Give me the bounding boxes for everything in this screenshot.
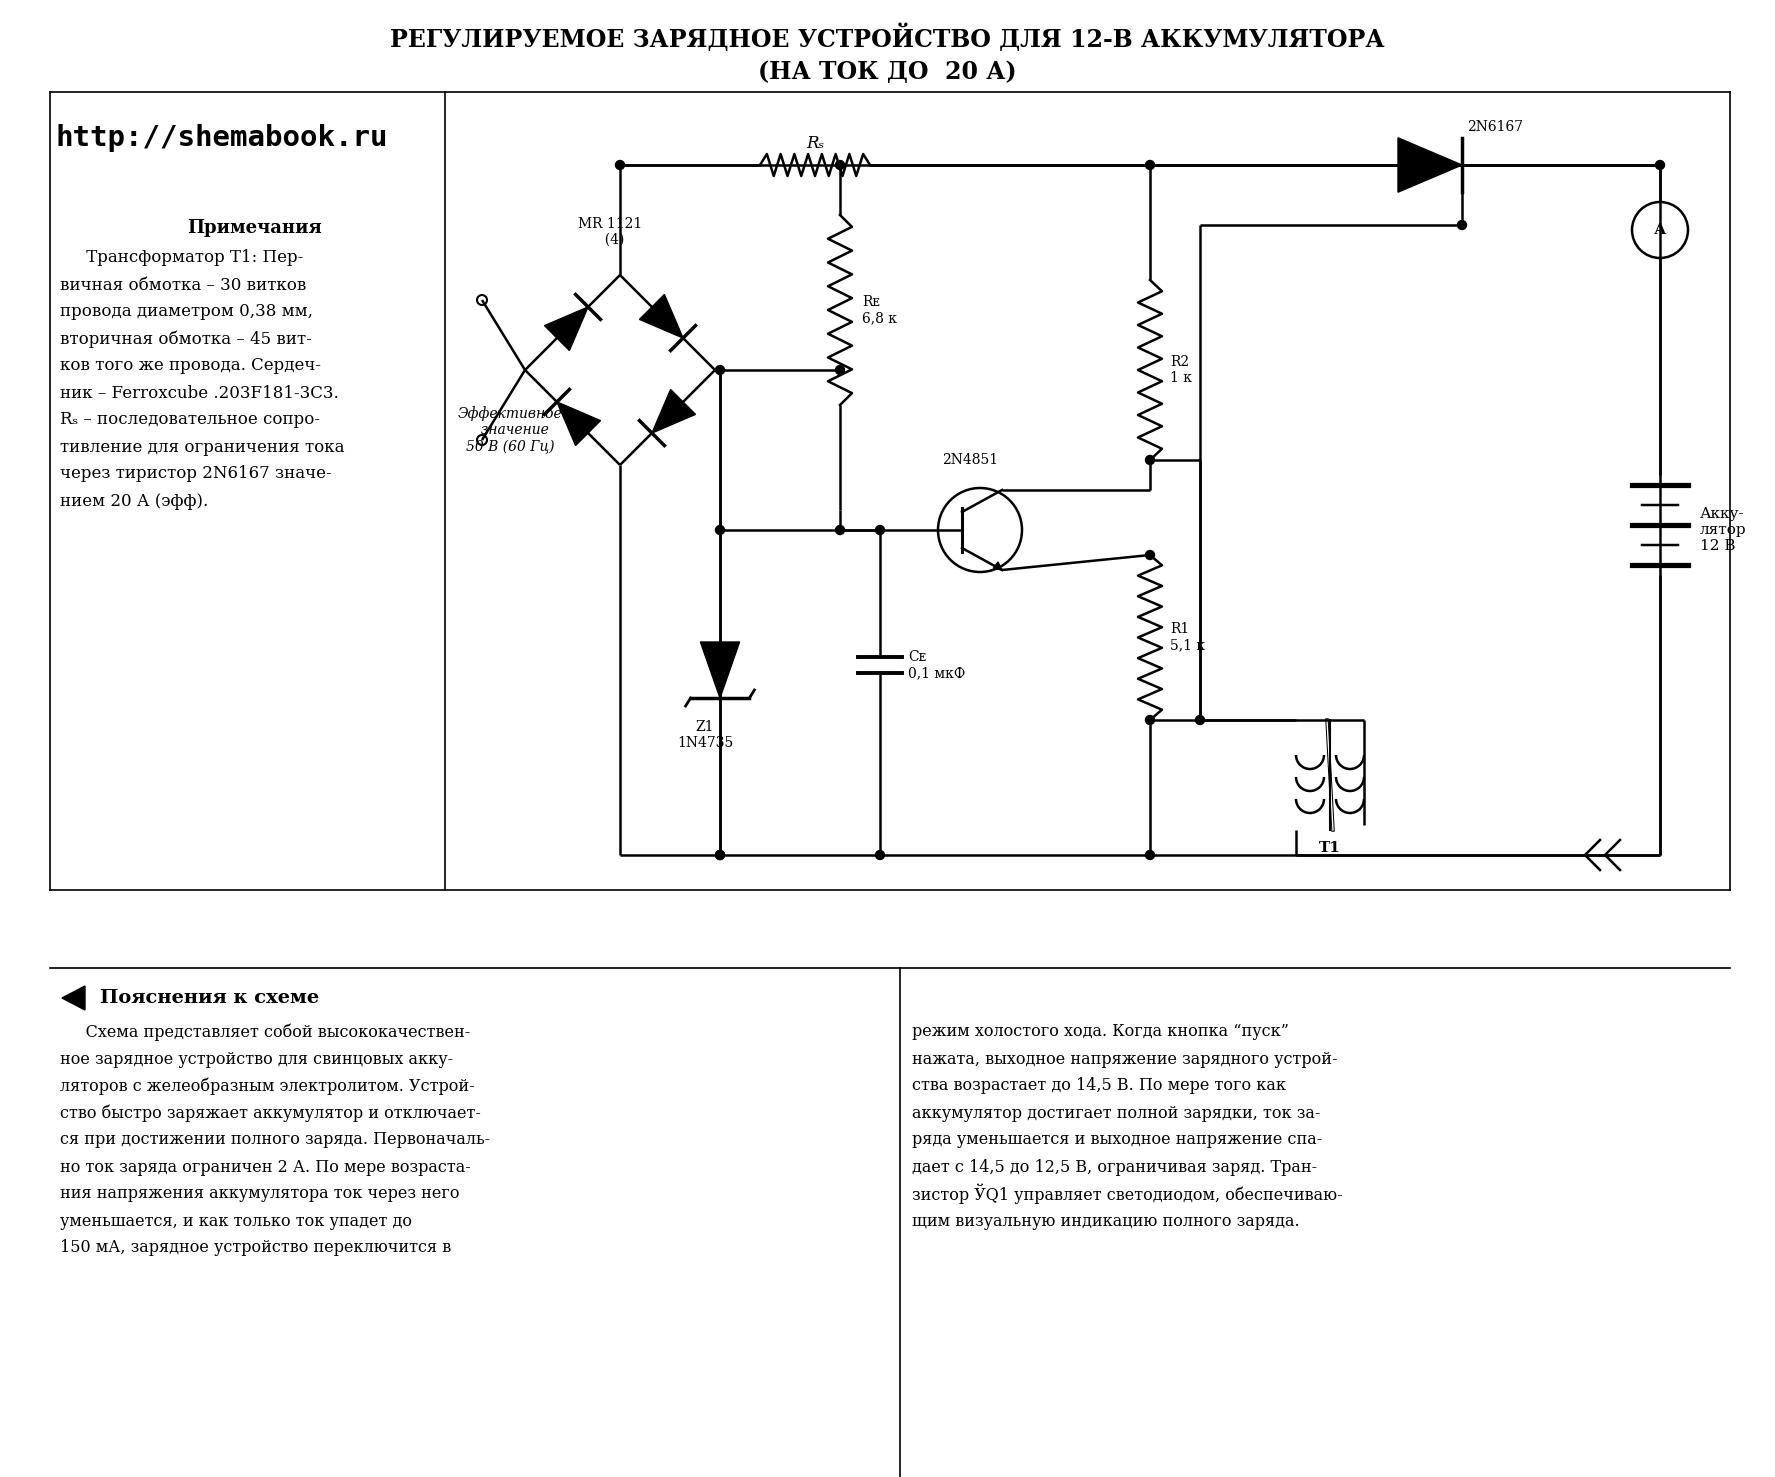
Text: Трансформатор Т1: Пер-: Трансформатор Т1: Пер- — [60, 250, 304, 266]
Text: ства возрастает до 14,5 В. По мере того как: ства возрастает до 14,5 В. По мере того … — [912, 1078, 1287, 1094]
Text: через тиристор 2N6167 значе-: через тиристор 2N6167 значе- — [60, 465, 332, 483]
Circle shape — [836, 526, 845, 535]
Text: вторичная обмотка – 45 вит-: вторичная обмотка – 45 вит- — [60, 331, 312, 347]
Polygon shape — [62, 987, 85, 1010]
Circle shape — [1145, 715, 1154, 725]
Text: зистор ЎQ1 управляет светодиодом, обеспечиваю-: зистор ЎQ1 управляет светодиодом, обеспе… — [912, 1183, 1342, 1204]
Text: но ток заряда ограничен 2 А. По мере возраста-: но ток заряда ограничен 2 А. По мере воз… — [60, 1158, 470, 1176]
Circle shape — [836, 365, 845, 375]
Text: Примечания: Примечания — [188, 219, 323, 236]
Text: уменьшается, и как только ток упадет до: уменьшается, и как только ток упадет до — [60, 1213, 412, 1229]
Text: Акку-
лятор
12 В: Акку- лятор 12 В — [1700, 507, 1747, 554]
Text: T1: T1 — [1319, 840, 1340, 855]
Text: ков того же провода. Сердеч-: ков того же провода. Сердеч- — [60, 357, 321, 375]
Text: Пояснения к схеме: Пояснения к схеме — [99, 990, 320, 1007]
Text: Rᴇ
6,8 к: Rᴇ 6,8 к — [863, 295, 896, 325]
Text: 2N6167: 2N6167 — [1466, 120, 1523, 134]
Text: РЕГУЛИРУЕМОЕ ЗАРЯДНОЕ УСТРОЙСТВО ДЛЯ 12-В АККУМУЛЯТОРА: РЕГУЛИРУЕМОЕ ЗАРЯДНОЕ УСТРОЙСТВО ДЛЯ 12-… — [390, 24, 1384, 52]
Text: ряда уменьшается и выходное напряжение спа-: ряда уменьшается и выходное напряжение с… — [912, 1131, 1322, 1149]
Text: ния напряжения аккумулятора ток через него: ния напряжения аккумулятора ток через не… — [60, 1186, 460, 1202]
Text: MR 1121
  (4): MR 1121 (4) — [579, 217, 643, 247]
Text: Rₛ – последовательное сопро-: Rₛ – последовательное сопро- — [60, 412, 320, 428]
Circle shape — [1145, 455, 1154, 464]
Text: нием 20 А (эфф).: нием 20 А (эфф). — [60, 492, 208, 510]
Text: А: А — [1654, 223, 1667, 236]
Text: Эффективное
  значение
50 В (60 Гц): Эффективное значение 50 В (60 Гц) — [458, 406, 563, 453]
Text: ляторов с желеобразным электролитом. Устрой-: ляторов с желеобразным электролитом. Уст… — [60, 1077, 474, 1094]
Circle shape — [1656, 161, 1665, 170]
Polygon shape — [1399, 137, 1463, 192]
Circle shape — [1457, 220, 1466, 229]
Polygon shape — [545, 307, 588, 350]
Circle shape — [715, 526, 724, 535]
Circle shape — [616, 161, 625, 170]
Text: 2N4851: 2N4851 — [943, 453, 998, 467]
Polygon shape — [994, 563, 1003, 570]
Circle shape — [1145, 851, 1154, 860]
Text: щим визуальную индикацию полного заряда.: щим визуальную индикацию полного заряда. — [912, 1213, 1299, 1229]
Circle shape — [1145, 551, 1154, 560]
Polygon shape — [701, 642, 740, 699]
Text: Cᴇ
0,1 мкФ: Cᴇ 0,1 мкФ — [909, 650, 966, 679]
Text: тивление для ограничения тока: тивление для ограничения тока — [60, 439, 344, 455]
Polygon shape — [639, 294, 683, 338]
Circle shape — [875, 526, 884, 535]
Text: R2
1 к: R2 1 к — [1170, 354, 1193, 385]
Circle shape — [715, 851, 724, 860]
Text: аккумулятор достигает полной зарядки, ток за-: аккумулятор достигает полной зарядки, то… — [912, 1105, 1321, 1121]
Text: вичная обмотка – 30 витков: вичная обмотка – 30 витков — [60, 276, 307, 294]
Text: ное зарядное устройство для свинцовых акку-: ное зарядное устройство для свинцовых ак… — [60, 1050, 453, 1068]
Polygon shape — [651, 390, 696, 433]
Text: (НА ТОК ДО  20 А): (НА ТОК ДО 20 А) — [758, 61, 1017, 84]
Text: http://shemabook.ru: http://shemabook.ru — [55, 124, 387, 152]
Text: ство быстро заряжает аккумулятор и отключает-: ство быстро заряжает аккумулятор и отклю… — [60, 1105, 481, 1121]
Text: ся при достижении полного заряда. Первоначаль-: ся при достижении полного заряда. Первон… — [60, 1131, 490, 1149]
Circle shape — [875, 851, 884, 860]
Text: 150 мА, зарядное устройство переключится в: 150 мА, зарядное устройство переключится… — [60, 1239, 451, 1257]
Circle shape — [715, 365, 724, 375]
Text: нажата, выходное напряжение зарядного устрой-: нажата, выходное напряжение зарядного ус… — [912, 1050, 1338, 1068]
Text: дает с 14,5 до 12,5 В, ограничивая заряд. Тран-: дает с 14,5 до 12,5 В, ограничивая заряд… — [912, 1158, 1317, 1176]
Circle shape — [1145, 161, 1154, 170]
Text: ник – Ferroxcube .203F181-3C3.: ник – Ferroxcube .203F181-3C3. — [60, 384, 339, 402]
Polygon shape — [557, 402, 600, 446]
Text: R1
5,1 к: R1 5,1 к — [1170, 622, 1205, 653]
Circle shape — [1196, 715, 1205, 725]
Text: Rₛ: Rₛ — [806, 134, 824, 152]
Circle shape — [836, 161, 845, 170]
Text: провода диаметром 0,38 мм,: провода диаметром 0,38 мм, — [60, 303, 312, 321]
Circle shape — [715, 851, 724, 860]
Text: Схема представляет собой высококачествен-: Схема представляет собой высококачествен… — [60, 1024, 470, 1041]
Text: Z1
1N4735: Z1 1N4735 — [676, 719, 733, 750]
Text: режим холостого хода. Когда кнопка “пуск”: режим холостого хода. Когда кнопка “пуск… — [912, 1024, 1289, 1040]
